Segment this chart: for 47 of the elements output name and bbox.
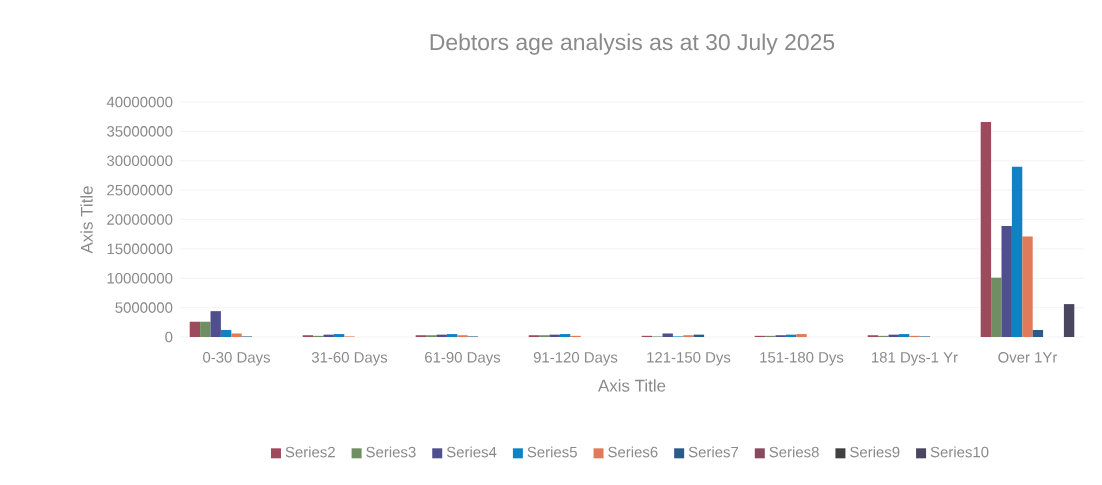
y-tick-label: 20000000 — [107, 214, 173, 225]
legend-label: Series6 — [608, 446, 658, 458]
bar — [446, 334, 458, 337]
x-tick-label: 151-180 Dys — [760, 352, 844, 366]
bar — [220, 329, 232, 337]
y-tick-label: 10000000 — [107, 272, 173, 284]
x-tick-label: 61-90 Days — [425, 352, 501, 366]
bar — [231, 333, 242, 337]
legend-label: Series7 — [688, 446, 739, 458]
y-tick-label: 35000000 — [107, 126, 173, 137]
y-tick-label: 30000000 — [107, 155, 173, 167]
bar — [1063, 304, 1075, 337]
bar — [200, 321, 211, 337]
bar — [333, 334, 345, 337]
bar — [1011, 166, 1023, 337]
x-tick-label: Over 1Yr — [998, 352, 1058, 363]
bar — [796, 334, 807, 337]
bar — [1001, 225, 1012, 337]
bar — [991, 277, 1002, 337]
bar — [898, 334, 910, 337]
y-tick-label: 15000000 — [107, 243, 173, 255]
bar — [662, 333, 673, 337]
legend-label: Series8 — [769, 446, 819, 458]
bar — [210, 311, 221, 337]
legend-label: Series9 — [850, 446, 900, 458]
bar — [189, 321, 201, 337]
y-tick-label: 0 — [165, 331, 173, 343]
y-axis-title: Axis Title — [80, 186, 93, 254]
x-tick-label: 121-150 Dys — [647, 352, 731, 366]
bar — [1022, 236, 1033, 337]
y-tick-label: 5000000 — [115, 302, 173, 313]
legend-label: Series10 — [930, 446, 989, 458]
y-tick-label: 40000000 — [106, 96, 173, 108]
legend-label: Series3 — [366, 446, 416, 458]
legend-label: Series2 — [285, 446, 335, 458]
x-tick-label: 31-60 Days — [311, 352, 388, 366]
bar — [980, 121, 992, 337]
bar — [559, 334, 571, 337]
legend-label: Series5 — [527, 446, 577, 458]
x-tick-label: 0-30 Days — [203, 352, 270, 366]
x-axis-title: Axis Title — [598, 379, 666, 392]
x-tick-label: 181 Dys-1 Yr — [872, 352, 958, 366]
bar — [1032, 329, 1044, 337]
y-tick-label: 25000000 — [107, 184, 173, 196]
x-tick-label: 91-120 Days — [533, 352, 618, 366]
chart-title: Debtors age analysis as at 30 July 2025 — [430, 33, 835, 55]
legend-label: Series4 — [446, 446, 497, 458]
